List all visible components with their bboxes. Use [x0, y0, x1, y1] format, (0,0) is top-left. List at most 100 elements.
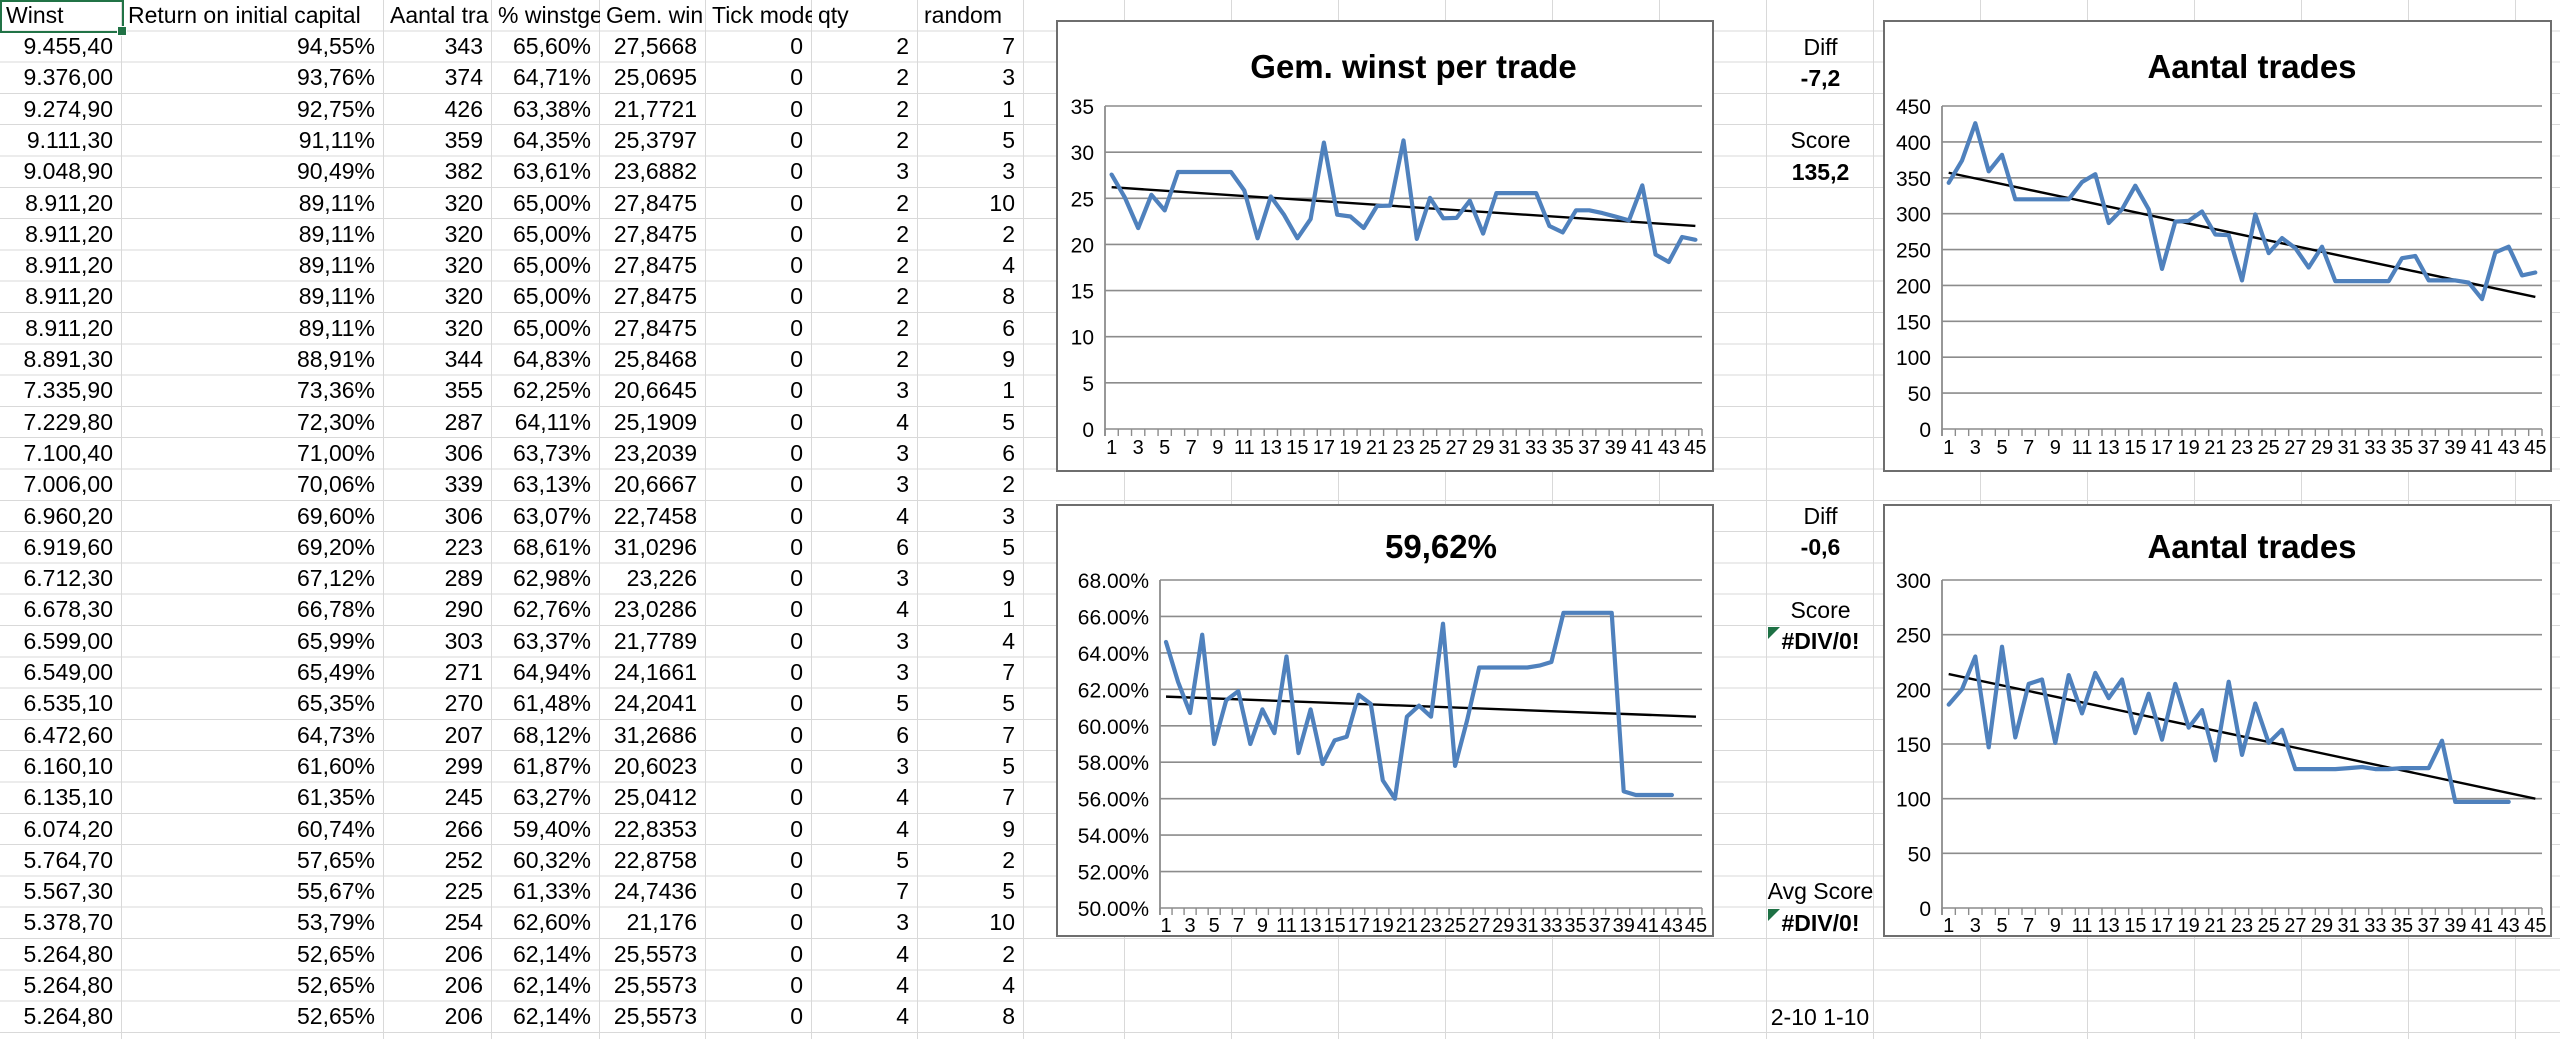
table-cell[interactable]: 6	[1002, 314, 1015, 341]
table-cell[interactable]: 0	[790, 784, 803, 811]
table-cell[interactable]: 3	[1002, 502, 1015, 529]
table-cell[interactable]: 6.712,30	[23, 565, 113, 592]
fill-handle[interactable]	[117, 26, 127, 36]
diff-value-top[interactable]: -7,2	[1800, 64, 1841, 91]
table-cell[interactable]: 65,35%	[296, 690, 375, 717]
table-cell[interactable]: 9	[1002, 565, 1015, 592]
table-cell[interactable]: 22,8353	[613, 815, 697, 842]
table-cell[interactable]: 5.264,80	[23, 1003, 113, 1030]
table-cell[interactable]: 6.919,60	[23, 533, 113, 560]
table-cell[interactable]: 25,5573	[613, 940, 697, 967]
table-cell[interactable]: 3	[896, 439, 909, 466]
table-cell[interactable]: 27,8475	[613, 220, 697, 247]
table-cell[interactable]: 320	[444, 220, 483, 247]
table-cell[interactable]: 0	[790, 659, 803, 685]
table-cell[interactable]: 355	[444, 377, 483, 404]
table-cell[interactable]: 254	[444, 909, 483, 936]
table-cell[interactable]: 299	[444, 752, 483, 779]
table-cell[interactable]: 23,226	[626, 565, 697, 592]
table-cell[interactable]: 0	[790, 314, 803, 341]
table-cell[interactable]: 20,6023	[613, 752, 697, 779]
table-cell[interactable]: 6	[896, 533, 909, 560]
table-cell[interactable]: 8.911,20	[25, 220, 113, 247]
table-cell[interactable]: 359	[444, 126, 483, 153]
table-cell[interactable]: 65,60%	[512, 33, 591, 59]
table-cell[interactable]: 52,65%	[296, 940, 375, 967]
chart-aantal-trades-bottom[interactable]: 300 250 200 150 100 50 0 1 3 5 7 9 11 13 15 17 19 21 23 25 2…	[1883, 504, 2552, 937]
table-cell[interactable]: 306	[444, 439, 483, 466]
table-cell[interactable]: 6.135,10	[23, 784, 113, 811]
table-cell[interactable]: 3	[896, 752, 909, 779]
table-cell[interactable]: 2	[896, 189, 909, 216]
table-cell[interactable]: 6.549,00	[23, 659, 113, 685]
table-cell[interactable]: 0	[790, 909, 803, 936]
table-cell[interactable]: 59,40%	[512, 815, 591, 842]
table-cell[interactable]: 25,0695	[613, 64, 697, 91]
table-cell[interactable]: 65,00%	[512, 252, 591, 279]
table-cell[interactable]: 5	[896, 846, 909, 873]
table-cell[interactable]: 10	[989, 189, 1015, 216]
error-indicator-icon[interactable]	[1768, 627, 1780, 639]
table-cell[interactable]: 23,6882	[613, 158, 697, 185]
table-cell[interactable]: 25,0412	[613, 784, 697, 811]
table-cell[interactable]: 91,11%	[298, 126, 375, 153]
table-cell[interactable]: 60,74%	[296, 815, 375, 842]
table-cell[interactable]: 0	[790, 33, 803, 59]
table-cell[interactable]: 20,6667	[613, 471, 697, 498]
table-cell[interactable]: 94,55%	[296, 33, 375, 59]
table-cell[interactable]: 0	[790, 95, 803, 122]
table-cell[interactable]: 2	[896, 283, 909, 310]
table-cell[interactable]: 5	[1002, 752, 1015, 779]
table-cell[interactable]: 22,8758	[613, 846, 697, 873]
table-cell[interactable]: 287	[444, 408, 483, 435]
table-cell[interactable]: 6.535,10	[23, 690, 113, 717]
table-cell[interactable]: 9	[1002, 346, 1015, 372]
table-cell[interactable]: 3	[896, 377, 909, 404]
table-cell[interactable]: 69,60%	[296, 502, 375, 529]
avg-score-label[interactable]: Avg Score	[1767, 878, 1874, 905]
table-cell[interactable]: 290	[444, 596, 483, 623]
table-cell[interactable]: 62,14%	[512, 972, 591, 998]
table-cell[interactable]: 64,71%	[512, 64, 591, 91]
table-cell[interactable]: 0	[790, 596, 803, 623]
error-indicator-icon[interactable]	[1768, 909, 1780, 921]
table-cell[interactable]: 6.599,00	[23, 627, 113, 654]
table-cell[interactable]: 426	[444, 95, 483, 122]
table-cell[interactable]: 3	[1002, 64, 1015, 91]
table-cell[interactable]: 4	[896, 972, 909, 998]
table-cell[interactable]: 270	[444, 690, 483, 717]
table-cell[interactable]: 61,33%	[512, 878, 591, 905]
table-cell[interactable]: 52,65%	[296, 972, 375, 998]
table-cell[interactable]: 3	[896, 909, 909, 936]
table-cell[interactable]: 0	[790, 533, 803, 560]
table-cell[interactable]: 57,65%	[296, 846, 375, 873]
table-cell[interactable]: 31,0296	[613, 533, 697, 560]
table-cell[interactable]: 31,2686	[613, 721, 697, 748]
table-cell[interactable]: 0	[790, 502, 803, 529]
table-cell[interactable]: 1	[1002, 596, 1015, 623]
table-cell[interactable]: 6.678,30	[23, 596, 113, 623]
table-cell[interactable]: 61,48%	[512, 690, 591, 717]
column-header[interactable]: Aantal tra	[390, 2, 489, 28]
table-cell[interactable]: 53,79%	[296, 909, 375, 936]
table-cell[interactable]: 21,176	[626, 909, 697, 936]
table-cell[interactable]: 245	[444, 784, 483, 811]
table-cell[interactable]: 6.960,20	[23, 502, 113, 529]
table-cell[interactable]: 0	[790, 377, 803, 404]
table-cell[interactable]: 2	[1002, 940, 1015, 967]
table-cell[interactable]: 27,8475	[613, 189, 697, 216]
table-cell[interactable]: 3	[896, 565, 909, 592]
table-cell[interactable]: 382	[444, 158, 483, 185]
table-cell[interactable]: 62,76%	[512, 596, 591, 623]
chart-pct-winstgevend[interactable]: 68.00% 66.00% 64.00% 62.00% 60.00% 58.00% 56.0…	[1056, 504, 1714, 937]
table-cell[interactable]: 0	[790, 1003, 803, 1030]
table-cell[interactable]: 9.274,90	[23, 95, 113, 122]
table-cell[interactable]: 89,11%	[298, 314, 375, 341]
table-cell[interactable]: 4	[896, 1003, 909, 1030]
table-cell[interactable]: 6	[1002, 439, 1015, 466]
table-cell[interactable]: 93,76%	[296, 64, 375, 91]
table-cell[interactable]: 5	[1002, 533, 1015, 560]
table-cell[interactable]: 2	[896, 346, 909, 372]
table-cell[interactable]: 92,75%	[296, 95, 375, 122]
table-cell[interactable]: 62,14%	[512, 1003, 591, 1030]
